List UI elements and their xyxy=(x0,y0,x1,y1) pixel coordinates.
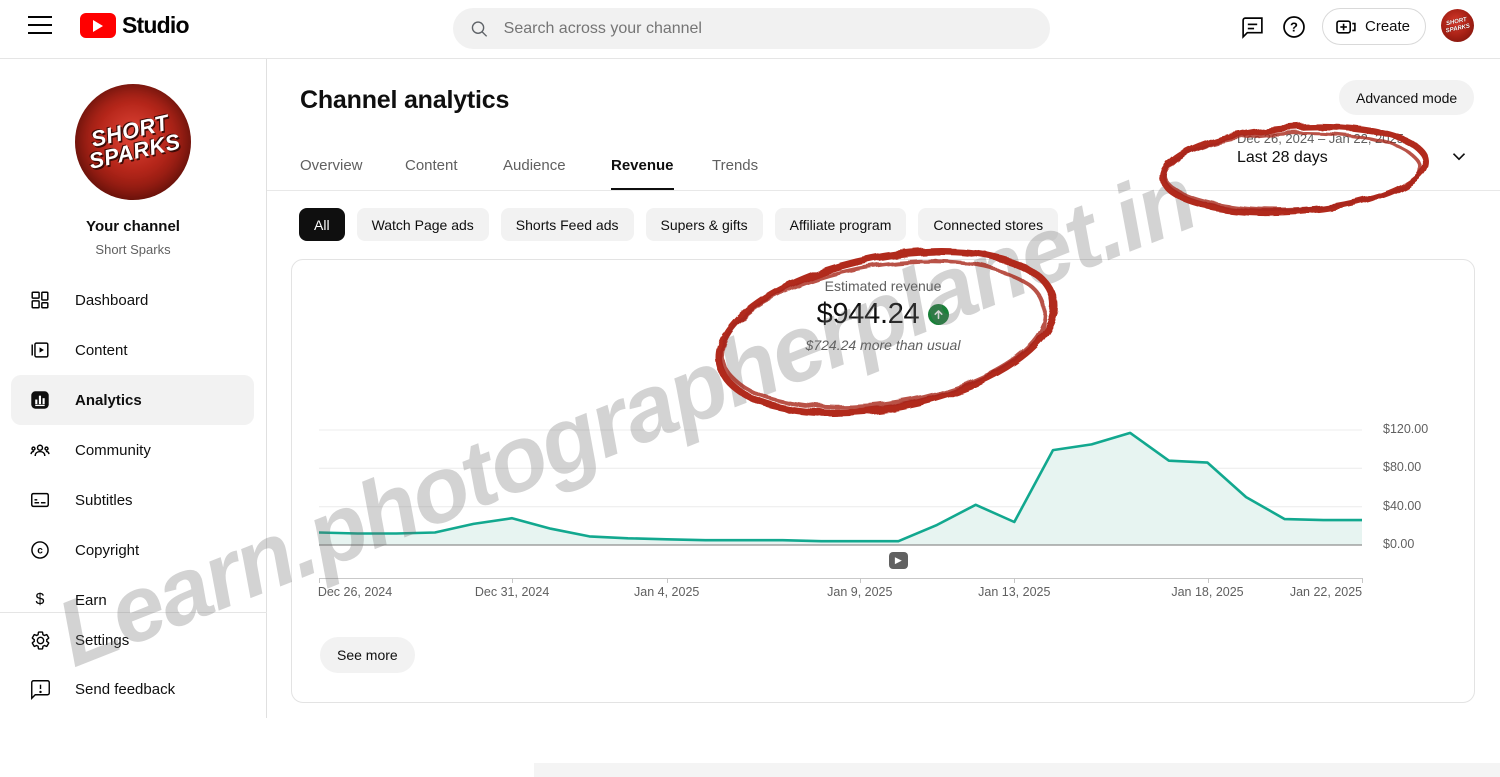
x-axis-tick xyxy=(859,578,861,583)
x-axis-tick xyxy=(319,578,320,583)
sidebar-item-label: Dashboard xyxy=(75,291,149,309)
video-play-marker[interactable]: ▶ xyxy=(888,552,908,569)
y-axis-label: $80.00 xyxy=(1383,460,1422,475)
x-axis-label: Jan 18, 2025 xyxy=(1171,585,1244,599)
search-bar[interactable] xyxy=(453,8,1050,49)
community-icon xyxy=(28,438,52,462)
metric-label: Estimated revenue xyxy=(824,278,942,294)
account-avatar[interactable]: SHORT SPARKS xyxy=(1441,9,1474,42)
search-icon xyxy=(471,20,488,37)
x-axis-label: Jan 22, 2025 xyxy=(1289,585,1363,599)
sidebar-item-label: Content xyxy=(75,341,128,359)
tab-content[interactable]: Content xyxy=(405,157,458,174)
chip-shorts-feed-ads[interactable]: Shorts Feed ads xyxy=(500,208,634,241)
sidebar-item-analytics[interactable]: Analytics xyxy=(0,375,267,425)
sidebar-item-settings[interactable]: Settings xyxy=(0,615,267,665)
search-input[interactable] xyxy=(503,19,1034,38)
content-icon xyxy=(28,338,52,362)
revenue-chart-card: Estimated revenue $944.24 $724.24 more t… xyxy=(291,259,1475,703)
header-divider xyxy=(267,190,1500,191)
feedback-bubble-icon[interactable] xyxy=(1238,13,1266,41)
subtitles-icon xyxy=(28,488,52,512)
sidebar-item-dashboard[interactable]: Dashboard xyxy=(0,275,267,325)
studio-wordmark: Studio xyxy=(122,12,190,38)
sidebar-divider xyxy=(0,612,267,613)
x-axis-tick xyxy=(1362,578,1363,583)
sidebar-item-label: Copyright xyxy=(75,541,140,559)
channel-avatar-text: SHORT SPARKS xyxy=(86,109,184,174)
x-axis-label: Jan 4, 2025 xyxy=(634,585,700,599)
sidebar: SHORT SPARKS Your channel Short Sparks Da… xyxy=(0,59,267,718)
x-axis-tick xyxy=(666,578,668,583)
sidebar-item-content[interactable]: Content xyxy=(0,325,267,375)
chip-connected-stores[interactable]: Connected stores xyxy=(918,208,1059,241)
x-axis-tick xyxy=(512,578,514,583)
x-axis-tick xyxy=(1207,578,1209,583)
channel-avatar[interactable]: SHORT SPARKS xyxy=(75,84,191,200)
y-axis-label: $40.00 xyxy=(1383,498,1422,513)
metric-value: $944.24 xyxy=(816,298,920,330)
sidebar-item-subtitles[interactable]: Subtitles xyxy=(0,475,267,525)
metric-delta: $724.24 more than usual xyxy=(805,337,961,353)
dashboard-icon xyxy=(28,288,52,312)
active-item-highlight xyxy=(11,375,254,425)
feedback-icon xyxy=(28,677,52,701)
sidebar-item-label: Subtitles xyxy=(75,491,133,509)
main-content: Channel analytics Advanced mode Overview… xyxy=(267,59,1500,777)
revenue-area-chart xyxy=(319,429,1362,546)
help-icon[interactable]: ? xyxy=(1280,13,1308,41)
chip-supers-gifts[interactable]: Supers & gifts xyxy=(645,208,763,241)
date-range-text: Dec 26, 2024 – Jan 22, 2025 xyxy=(1237,131,1404,146)
chip-watch-page-ads[interactable]: Watch Page ads xyxy=(356,208,489,241)
create-button[interactable]: Create xyxy=(1322,8,1427,45)
sidebar-item-copyright[interactable]: c Copyright xyxy=(0,525,267,575)
youtube-studio-logo[interactable]: Studio xyxy=(80,12,190,39)
chevron-down-icon[interactable] xyxy=(1448,145,1470,167)
y-axis-label: $0.00 xyxy=(1383,537,1415,551)
youtube-play-icon xyxy=(80,13,116,38)
sidebar-item-label: Settings xyxy=(75,631,130,649)
sidebar-item-label: Analytics xyxy=(75,391,142,409)
gear-icon xyxy=(28,628,52,652)
menu-icon[interactable] xyxy=(28,16,52,34)
chart-x-axis xyxy=(319,578,1362,579)
tab-revenue[interactable]: Revenue xyxy=(611,157,674,191)
channel-name: Short Sparks xyxy=(95,242,171,257)
date-preset-text: Last 28 days xyxy=(1237,149,1328,166)
see-more-button[interactable]: See more xyxy=(320,637,415,673)
green-up-arrow-icon xyxy=(928,304,950,325)
sidebar-item-earn[interactable]: $ Earn xyxy=(0,575,267,625)
tab-trends[interactable]: Trends xyxy=(712,157,759,174)
create-video-icon xyxy=(1336,19,1356,34)
x-axis-label: Dec 31, 2024 xyxy=(474,585,550,599)
x-axis-label: Jan 13, 2025 xyxy=(978,585,1051,599)
y-axis-label: $120.00 xyxy=(1383,422,1429,436)
page-title: Channel analytics xyxy=(300,86,510,114)
tab-audience[interactable]: Audience xyxy=(503,157,566,174)
svg-text:c: c xyxy=(37,545,43,556)
copyright-icon: c xyxy=(28,538,52,562)
sidebar-item-label: Send feedback xyxy=(75,680,176,698)
x-axis-label: Jan 9, 2025 xyxy=(827,585,893,599)
tab-overview[interactable]: Overview xyxy=(300,157,363,174)
page-bottom-strip xyxy=(534,763,1500,777)
analytics-icon xyxy=(28,388,52,412)
sidebar-item-label: Earn xyxy=(75,591,107,609)
your-channel-label: Your channel xyxy=(86,218,180,235)
chip-affiliate-program[interactable]: Affiliate program xyxy=(774,208,907,241)
svg-text:?: ? xyxy=(1290,20,1298,35)
sidebar-item-send-feedback[interactable]: Send feedback xyxy=(0,664,267,714)
date-range-picker[interactable]: Dec 26, 2024 – Jan 22, 2025 Last 28 days xyxy=(1237,131,1404,167)
advanced-mode-button[interactable]: Advanced mode xyxy=(1339,80,1475,115)
chip-all[interactable]: All xyxy=(299,208,345,241)
create-button-label: Create xyxy=(1365,18,1411,35)
sidebar-item-community[interactable]: Community xyxy=(0,425,267,475)
dollar-icon: $ xyxy=(35,591,45,608)
x-axis-label: Dec 26, 2024 xyxy=(317,585,393,599)
sidebar-item-label: Community xyxy=(75,441,151,459)
x-axis-tick xyxy=(1014,578,1016,583)
revenue-filter-chips: All Watch Page ads Shorts Feed ads Super… xyxy=(299,208,1059,241)
